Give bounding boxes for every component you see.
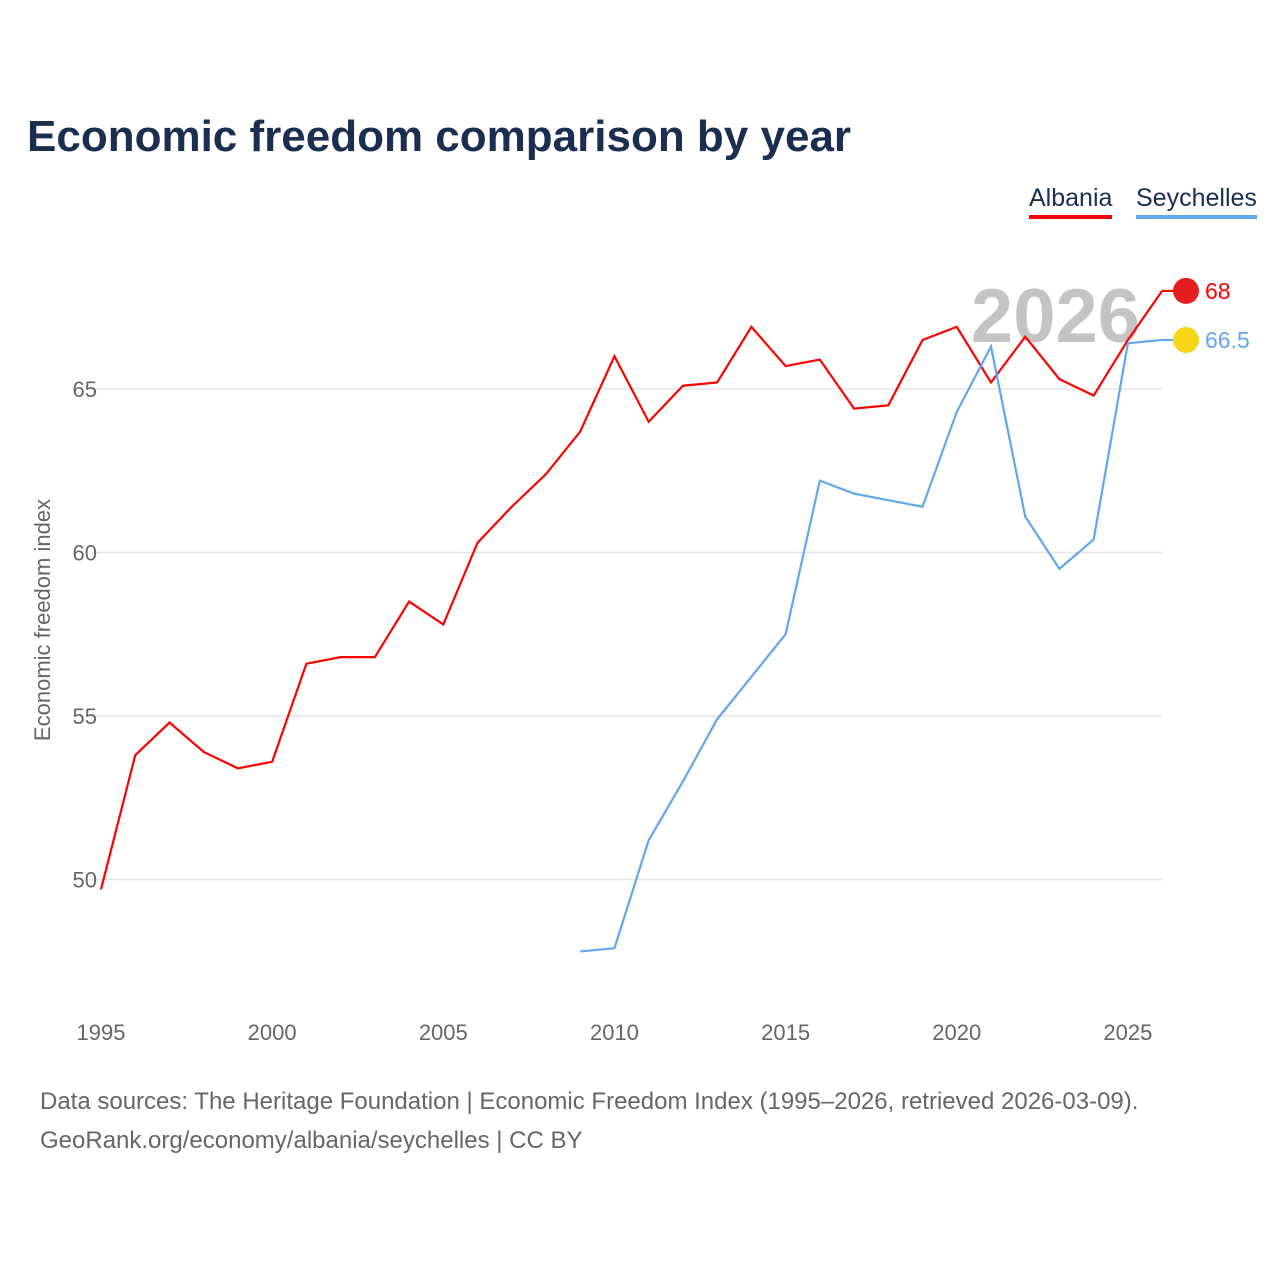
- legend-seychelles[interactable]: Seychelles: [1136, 184, 1257, 219]
- y-tick-label: 60: [73, 541, 97, 566]
- y-tick-label: 65: [73, 377, 97, 402]
- legend-albania[interactable]: Albania: [1029, 184, 1113, 219]
- series-line-seychelles: [580, 338, 1163, 953]
- y-axis-label: Economic freedom index: [30, 499, 55, 741]
- year-watermark: 2026: [971, 274, 1140, 359]
- chart-title: Economic freedom comparison by year: [27, 112, 852, 161]
- source-text: Data sources: The Heritage Foundation | …: [40, 1088, 1139, 1115]
- y-tick-label: 50: [73, 868, 97, 893]
- x-tick-label: 2025: [1103, 1020, 1152, 1045]
- x-tick-label: 2010: [590, 1020, 639, 1045]
- series-line-albania: [99, 290, 1164, 890]
- seychelles-flag-icon: [1173, 326, 1199, 353]
- end-value-label: 68: [1205, 278, 1231, 304]
- y-tick-label: 55: [73, 704, 97, 729]
- x-tick-label: 2015: [761, 1020, 810, 1045]
- albania-flag-icon: [1173, 277, 1199, 304]
- x-tick-label: 2000: [248, 1020, 297, 1045]
- x-tick-label: 1995: [77, 1020, 126, 1045]
- x-tick-label: 2020: [932, 1020, 981, 1045]
- source-link[interactable]: GeoRank.org/economy/albania/seychelles |…: [40, 1127, 583, 1154]
- x-tick-label: 2005: [419, 1020, 468, 1045]
- end-value-label: 66.5: [1205, 327, 1250, 353]
